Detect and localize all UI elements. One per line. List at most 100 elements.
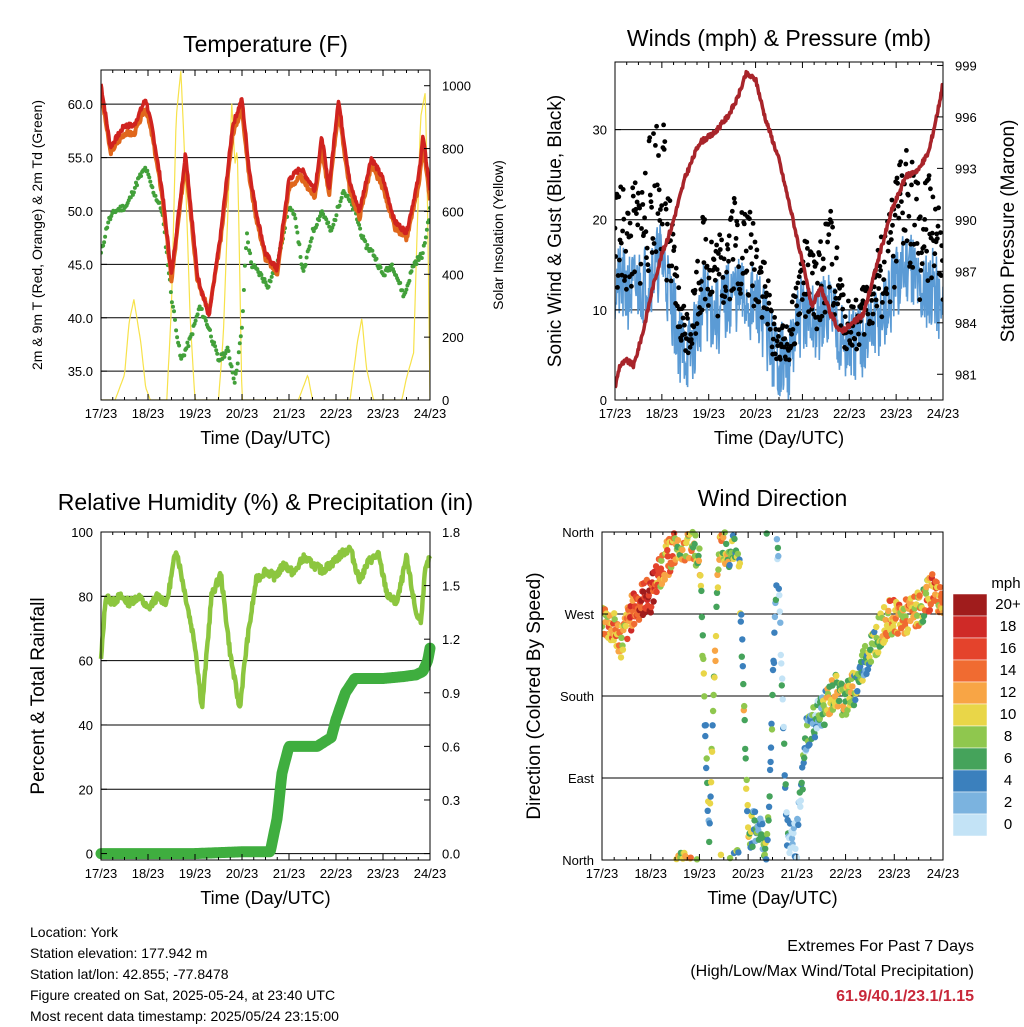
- panel-direction: 17/23 18/23 19/23 20/23 21/23 22/23 23/23 24/23…: [524, 485, 959, 908]
- point-dewpoint: [193, 318, 198, 323]
- point-direction: [775, 552, 782, 560]
- point-direction: [711, 647, 719, 654]
- point-gust: [852, 336, 858, 342]
- point-gust: [663, 206, 669, 212]
- point-dewpoint: [105, 225, 110, 230]
- point-direction: [799, 786, 806, 793]
- point-direction: [797, 803, 804, 810]
- point-gust: [621, 216, 627, 222]
- x-tick-label: 19/23: [179, 866, 212, 881]
- point-gust: [935, 223, 941, 229]
- point-gust: [644, 255, 649, 261]
- point-gust: [642, 215, 647, 221]
- legend-label: 12: [1000, 684, 1017, 701]
- point-direction: [775, 585, 782, 592]
- point-gust: [676, 285, 682, 291]
- point-direction: [617, 654, 625, 661]
- point-gust: [918, 268, 924, 273]
- point-dewpoint: [139, 174, 144, 178]
- point-direction: [738, 611, 745, 618]
- point-gust: [750, 283, 755, 289]
- point-gust: [633, 206, 639, 212]
- point-gust: [903, 161, 909, 167]
- point-direction: [695, 557, 703, 564]
- point-gust: [715, 313, 721, 319]
- point-dewpoint: [262, 277, 267, 281]
- point-gust: [615, 254, 618, 259]
- point-direction: [929, 571, 936, 578]
- point-dewpoint: [240, 309, 245, 314]
- point-gust: [716, 251, 721, 256]
- point-gust: [870, 320, 875, 326]
- y-right-axis-label: Solar Insolation (Yellow): [490, 160, 506, 310]
- point-gust: [790, 327, 796, 332]
- point-direction: [726, 561, 733, 569]
- point-dewpoint: [186, 344, 191, 349]
- point-gust: [651, 131, 656, 137]
- point-gust: [685, 350, 691, 356]
- y-right-tick-label: 200: [442, 330, 464, 345]
- point-gust: [819, 313, 825, 319]
- x-tick-label: 19/23: [692, 406, 725, 421]
- x-tick-label: 17/23: [85, 406, 118, 421]
- point-direction: [657, 565, 665, 572]
- info-elevation: Station elevation: 177.942 m: [30, 945, 208, 961]
- point-direction: [834, 703, 841, 710]
- point-gust: [899, 173, 905, 179]
- point-dewpoint: [229, 364, 234, 369]
- point-gust: [894, 175, 900, 181]
- point-gust: [735, 222, 740, 228]
- point-gust: [769, 344, 775, 350]
- point-dewpoint: [330, 225, 335, 230]
- point-gust: [743, 248, 749, 254]
- point-gust: [876, 273, 882, 279]
- point-direction: [763, 530, 770, 537]
- point-dewpoint: [222, 354, 227, 359]
- point-direction: [771, 629, 778, 636]
- point-direction: [706, 800, 714, 807]
- x-tick-label: 20/23: [226, 406, 259, 421]
- legend-label: 18: [1000, 618, 1017, 635]
- point-gust: [829, 261, 835, 267]
- point-gust: [922, 217, 928, 222]
- point-dewpoint: [185, 340, 190, 345]
- point-direction: [743, 776, 750, 784]
- legend-swatch: [952, 659, 988, 683]
- point-gust: [813, 261, 819, 267]
- point-gust: [796, 274, 802, 280]
- point-gust: [909, 159, 915, 165]
- y-tick-label: 60: [79, 654, 93, 669]
- point-dewpoint: [390, 262, 394, 267]
- point-gust: [851, 304, 856, 310]
- point-direction: [697, 572, 704, 579]
- point-gust: [797, 311, 803, 317]
- point-gust: [846, 298, 851, 304]
- point-direction: [707, 793, 714, 800]
- point-direction: [904, 626, 912, 633]
- point-gust: [725, 246, 731, 252]
- point-direction: [619, 646, 627, 653]
- point-direction: [798, 779, 805, 786]
- point-dewpoint: [259, 272, 264, 277]
- point-gust: [815, 280, 820, 286]
- chart-title: Relative Humidity (%) & Precipitation (i…: [58, 489, 473, 515]
- point-direction: [664, 547, 671, 554]
- point-gust: [885, 248, 891, 254]
- point-gust: [706, 275, 712, 281]
- point-gust: [615, 225, 618, 231]
- point-gust: [634, 199, 640, 205]
- point-gust: [829, 220, 834, 225]
- panel-humidity: 17/23 18/23 19/23 20/23 21/23 22/23 23/23 24/23…: [28, 489, 473, 908]
- legend-swatch: [952, 681, 988, 705]
- point-dewpoint: [378, 265, 383, 270]
- point-gust: [639, 190, 645, 195]
- point-gust: [793, 285, 799, 291]
- chart-title: Winds (mph) & Pressure (mb): [627, 25, 931, 51]
- point-dewpoint: [337, 203, 342, 208]
- legend-swatch: [952, 725, 988, 749]
- point-gust: [832, 289, 838, 294]
- point-direction: [894, 630, 901, 637]
- y-tick-label: 40: [79, 718, 93, 733]
- point-gust: [912, 222, 917, 228]
- point-direction: [703, 755, 710, 762]
